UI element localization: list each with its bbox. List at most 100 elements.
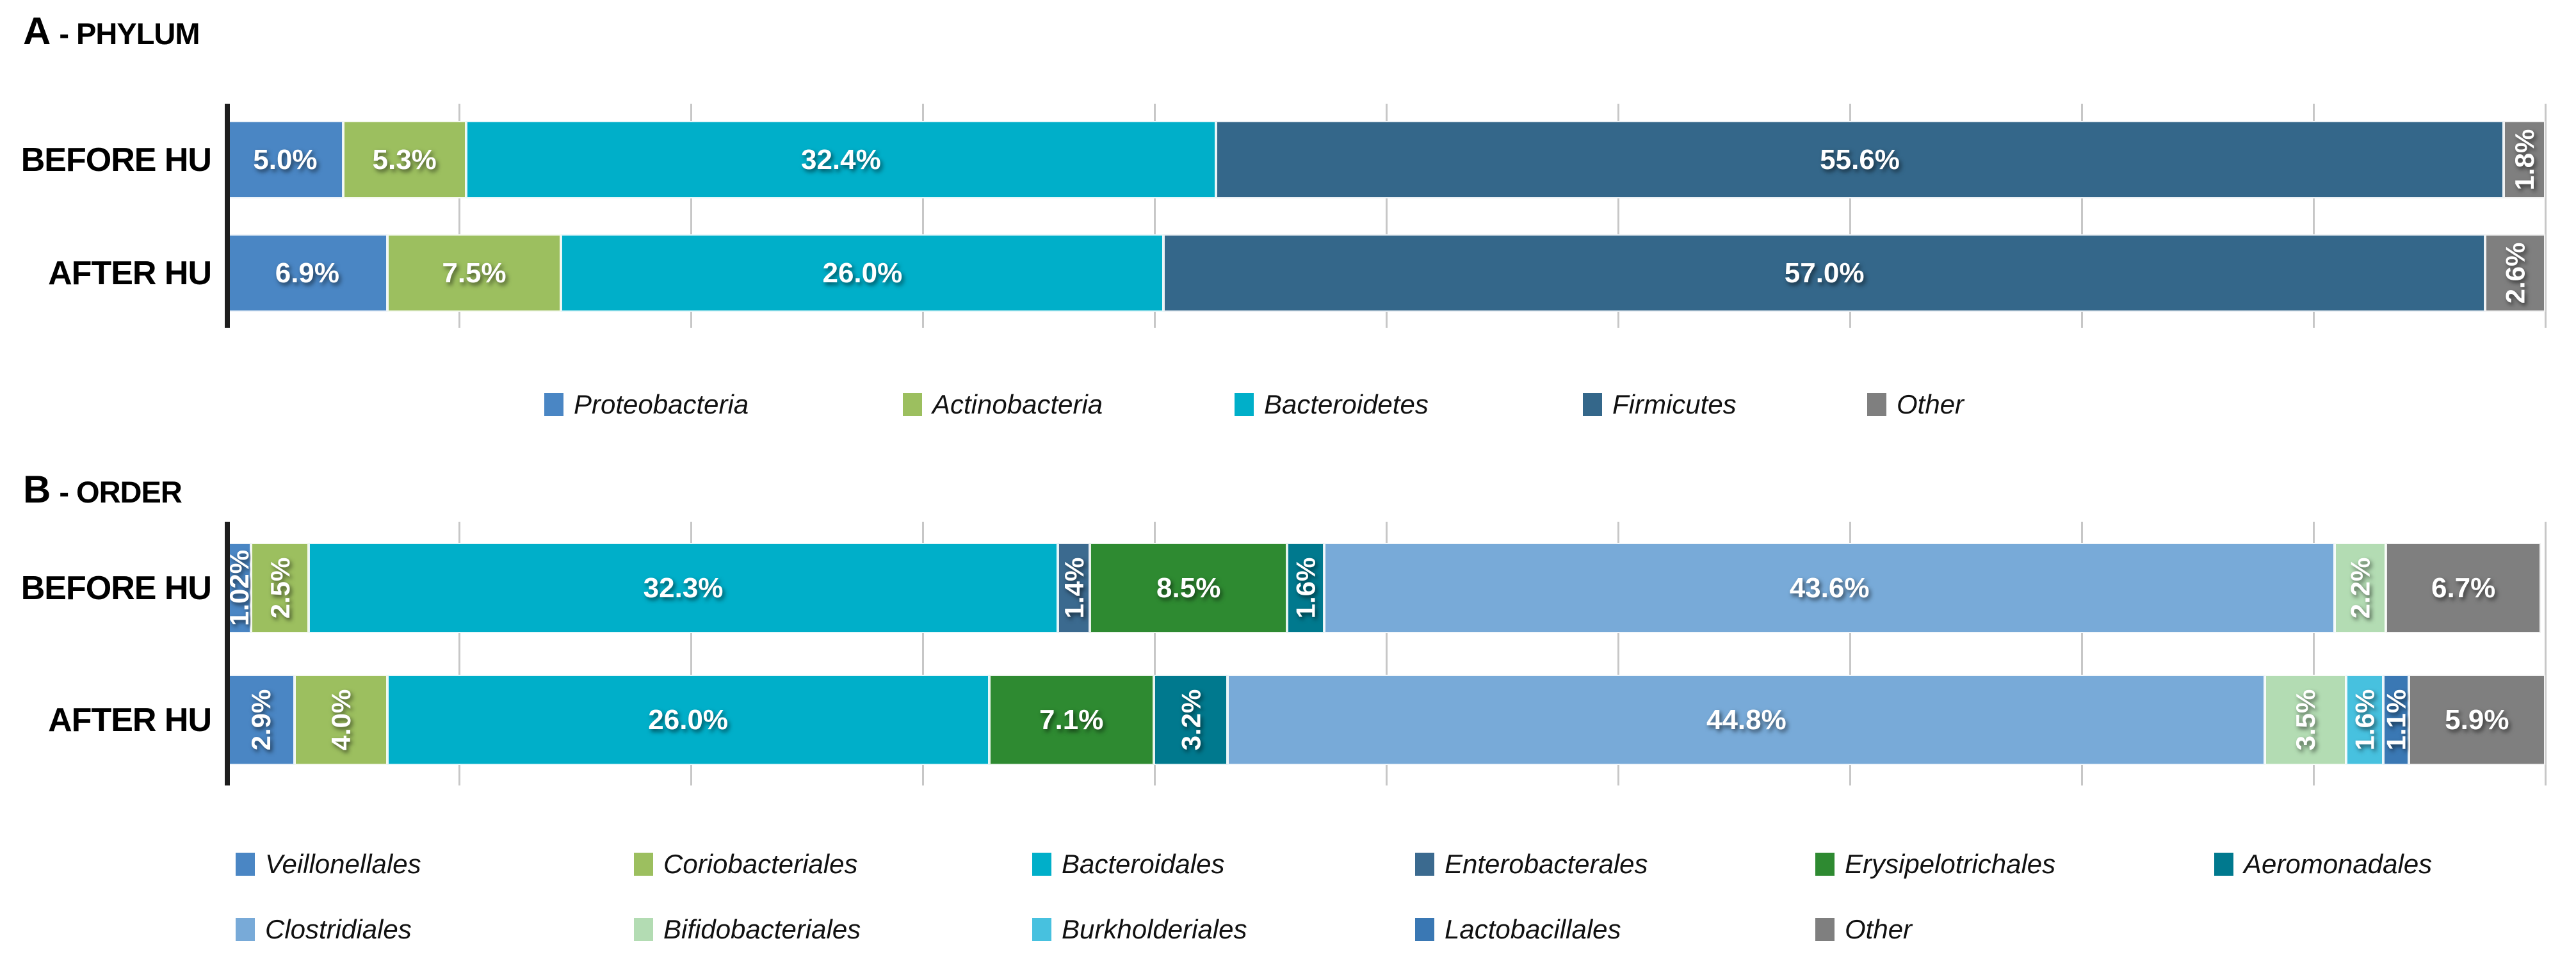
legend-item-lactobacillales: Lactobacillales bbox=[1415, 910, 1621, 949]
segment-value-label: 57.0% bbox=[1784, 257, 1865, 289]
gridline-90pct bbox=[2313, 104, 2315, 328]
bar-segment-actinobacteria: 7.5% bbox=[387, 234, 562, 312]
segment-value-label: 32.3% bbox=[643, 572, 724, 604]
panel-b-title-text: - ORDER bbox=[59, 475, 182, 509]
gridline-20pct bbox=[690, 104, 692, 328]
gridline-60pct bbox=[1617, 522, 1619, 785]
legend-swatch-veillonellales bbox=[236, 853, 255, 876]
legend-label: Bifidobacteriales bbox=[663, 914, 861, 944]
legend-label: Firmicutes bbox=[1612, 389, 1737, 419]
category-label-after-hu: AFTER HU bbox=[48, 254, 212, 292]
bar-segment-bifidobacteriales: 2.2% bbox=[2335, 543, 2386, 633]
gridline-60pct bbox=[1617, 104, 1619, 328]
bar-segment-bacteroidetes: 26.0% bbox=[561, 234, 1164, 312]
plot-area-phylum: 5.0% 5.3% 32.4% 55.6% 1.8% 6.9% 7.5% 26.0% 57.0%… bbox=[225, 104, 2547, 328]
legend-label: Other bbox=[1845, 914, 1913, 944]
legend-item-other: Other bbox=[1867, 385, 1964, 424]
panel-b-letter: B bbox=[23, 468, 51, 511]
y-axis-line bbox=[225, 522, 230, 785]
legend-swatch-bacteroidales bbox=[1032, 853, 1051, 876]
gridline-80pct bbox=[2081, 104, 2083, 328]
category-label-before-hu: BEFORE HU bbox=[20, 569, 212, 607]
legend-swatch-other bbox=[1815, 918, 1835, 941]
bar-segment-firmicutes: 57.0% bbox=[1163, 234, 2485, 312]
segment-value-label: 43.6% bbox=[1789, 572, 1870, 604]
segment-value-label: 2.6% bbox=[2499, 242, 2530, 304]
legend-label: Lactobacillales bbox=[1445, 914, 1621, 944]
legend-swatch-other bbox=[1867, 393, 1886, 416]
legend-label: Coriobacteriales bbox=[663, 849, 858, 879]
legend-item-firmicutes: Firmicutes bbox=[1583, 385, 1737, 424]
panel-b-title: B - ORDER bbox=[23, 467, 182, 511]
segment-value-label: 5.9% bbox=[2445, 704, 2509, 736]
legend-label: Bacteroidetes bbox=[1264, 389, 1429, 419]
legend-item-bacteroidales: Bacteroidales bbox=[1032, 845, 1224, 883]
gridline-100pct bbox=[2545, 522, 2547, 785]
legend-label: Enterobacterales bbox=[1445, 849, 1648, 879]
segment-value-label: 44.8% bbox=[1706, 704, 1786, 736]
stacked-bar-before-hu: 5.0% 5.3% 32.4% 55.6% 1.8% bbox=[227, 121, 2545, 198]
segment-value-label: 5.0% bbox=[253, 143, 318, 175]
stacked-bar-after-hu: 2.9% 4.0% 26.0% 7.1% 3.2% 44.8% 3.5% 1.6% 1.1% 5.… bbox=[227, 675, 2546, 765]
segment-value-label: 7.1% bbox=[1039, 704, 1104, 736]
gridline-70pct bbox=[1849, 522, 1851, 785]
legend-label: Bacteroidales bbox=[1062, 849, 1225, 879]
gridline-40pct bbox=[1154, 522, 1156, 785]
bar-segment-clostridiales: 44.8% bbox=[1227, 675, 2265, 765]
legend-swatch-bifidobacteriales bbox=[634, 918, 653, 941]
legend-item-clostridiales: Clostridiales bbox=[236, 910, 412, 949]
bar-segment-veillonellales: 2.9% bbox=[227, 675, 295, 765]
bar-segment-aeromonadales: 1.6% bbox=[1287, 543, 1324, 633]
bar-segment-bacteroidales: 32.3% bbox=[309, 543, 1058, 633]
bar-segment-erysipelotrichales: 7.1% bbox=[989, 675, 1154, 765]
legend-label: Veillonellales bbox=[265, 849, 421, 879]
legend-swatch-coriobacteriales bbox=[634, 853, 653, 876]
bar-segment-bifidobacteriales: 3.5% bbox=[2265, 675, 2346, 765]
gridline-90pct bbox=[2313, 522, 2315, 785]
legend-item-coriobacteriales: Coriobacteriales bbox=[634, 845, 857, 883]
legend-item-actinobacteria: Actinobacteria bbox=[903, 385, 1103, 424]
bar-segment-aeromonadales: 3.2% bbox=[1153, 675, 1228, 765]
stacked-bar-before-hu: 1.02% 2.5% 32.3% 1.4% 8.5% 1.6% 43.6% 2.2% 6.7% bbox=[223, 543, 2545, 633]
bar-segment-firmicutes: 55.6% bbox=[1216, 121, 2504, 198]
legend-item-other: Other bbox=[1815, 910, 1912, 949]
legend-label: Other bbox=[1897, 389, 1964, 419]
legend-item-bifidobacteriales: Bifidobacteriales bbox=[634, 910, 861, 949]
gridline-80pct bbox=[2081, 522, 2083, 785]
bar-segment-coriobacteriales: 4.0% bbox=[294, 675, 387, 765]
legend-swatch-clostridiales bbox=[236, 918, 255, 941]
legend-label: Proteobacteria bbox=[574, 389, 749, 419]
legend-swatch-enterobacterales bbox=[1415, 853, 1434, 876]
segment-value-label: 7.5% bbox=[442, 257, 506, 289]
legend-swatch-lactobacillales bbox=[1415, 918, 1434, 941]
bar-segment-other: 2.6% bbox=[2484, 234, 2545, 312]
bar-segment-lactobacillales: 1.1% bbox=[2381, 675, 2411, 765]
bar-segment-enterobacterales: 1.4% bbox=[1057, 543, 1090, 633]
panel-a-letter: A bbox=[23, 10, 51, 52]
panel-a-title: A - PHYLUM bbox=[23, 9, 200, 53]
legend-item-burkholderiales: Burkholderiales bbox=[1032, 910, 1247, 949]
segment-value-label: 6.7% bbox=[2431, 572, 2496, 604]
gridline-10pct bbox=[458, 104, 460, 328]
legend-label: Clostridiales bbox=[265, 914, 412, 944]
legend-item-enterobacterales: Enterobacterales bbox=[1415, 845, 1648, 883]
gridline-70pct bbox=[1849, 104, 1851, 328]
bar-segment-proteobacteria: 5.0% bbox=[227, 121, 343, 198]
legend-swatch-firmicutes bbox=[1583, 393, 1602, 416]
segment-value-label: 2.9% bbox=[245, 689, 276, 751]
segment-value-label: 5.3% bbox=[372, 143, 437, 175]
segment-value-label: 4.0% bbox=[325, 689, 356, 751]
legend-item-erysipelotrichales: Erysipelotrichales bbox=[1815, 845, 2055, 883]
legend-swatch-burkholderiales bbox=[1032, 918, 1051, 941]
plot-area-order: 1.02% 2.5% 32.3% 1.4% 8.5% 1.6% 43.6% 2.2% 6.7% 2… bbox=[223, 522, 2547, 785]
gridline-10pct bbox=[458, 522, 460, 785]
segment-value-label: 6.9% bbox=[275, 257, 340, 289]
category-label-after-hu: AFTER HU bbox=[48, 701, 212, 739]
legend-label: Aeromonadales bbox=[2244, 849, 2433, 879]
panel-a-title-text: - PHYLUM bbox=[59, 17, 200, 51]
segment-value-label: 32.4% bbox=[800, 143, 881, 175]
gridline-50pct bbox=[1386, 104, 1388, 328]
bar-segment-erysipelotrichales: 8.5% bbox=[1090, 543, 1288, 633]
segment-value-label: 8.5% bbox=[1156, 572, 1221, 604]
